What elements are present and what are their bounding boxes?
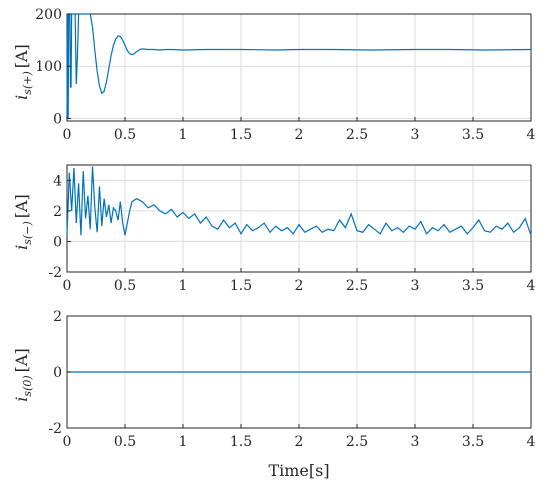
y-tick-label: 0 (53, 111, 62, 127)
x-tick-label: 2 (295, 434, 304, 450)
x-tick-label: 0 (63, 127, 72, 143)
x-tick-label: 2.5 (346, 278, 368, 294)
panel-3: 20-2 0 0.5 1 1.5 2 2.5 3 3.5 4 is(0)[A] Time[s] (12, 309, 536, 480)
x-tick-label: 0.5 (114, 127, 136, 143)
y-tick-label: 4 (53, 173, 62, 189)
y-tick-label: 100 (35, 59, 62, 75)
panel-1-series-line (66, 13, 532, 119)
x-tick-label: 0 (63, 434, 72, 450)
x-tick-label: 1 (179, 127, 188, 143)
y-tick-label: 200 (35, 7, 62, 23)
y-tick-label: -2 (48, 421, 62, 437)
x-tick-label: 2 (295, 127, 304, 143)
panel-1-x-grid (66, 14, 532, 121)
x-tick-label: 0.5 (114, 434, 136, 450)
x-tick-label: 3 (411, 434, 420, 450)
x-tick-label: 3.5 (462, 434, 484, 450)
panel-2-y-tick-labels: 4 2 0 -2 (48, 173, 71, 281)
panel-3-y-axis-label: is(0)[A] (12, 348, 34, 401)
x-tick-label: 4 (527, 278, 536, 294)
x-tick-label: 1.5 (230, 127, 252, 143)
x-tick-label: 1.5 (230, 434, 252, 450)
panel-1-y-tick-labels: 200 100 0 (35, 7, 71, 127)
panel-2: 420-2 0 0.5 1 1.5 2 2.5 3 3.5 4 is(−)[A] (12, 164, 536, 294)
x-tick-label: 3.5 (462, 278, 484, 294)
panel-2-y-axis-label: is(−)[A] (12, 194, 34, 250)
y-tick-label: 2 (53, 309, 62, 325)
panel-3-y-tick-labels: 2 0 -2 (48, 309, 71, 437)
panel-1-y-axis-label: is(+)[A] (12, 44, 34, 100)
panel-1-x-tick-labels: 0 0.5 1 1.5 2 2.5 3 3.5 4 (63, 117, 536, 143)
x-axis-label: Time[s] (268, 461, 329, 480)
y-tick-label: 0 (53, 234, 62, 250)
x-tick-label: 2.5 (346, 127, 368, 143)
x-tick-label: 3.5 (462, 127, 484, 143)
panel-3-x-tick-labels: 0 0.5 1 1.5 2 2.5 3 3.5 4 (63, 424, 536, 450)
panel-2-x-grid (66, 165, 532, 272)
x-tick-label: 3 (411, 278, 420, 294)
x-tick-label: 1.5 (230, 278, 252, 294)
x-tick-label: 1 (179, 278, 188, 294)
y-tick-label: 2 (53, 204, 62, 220)
x-tick-label: 4 (527, 127, 536, 143)
x-tick-label: 3 (411, 127, 420, 143)
panel-2-series-line (66, 166, 532, 236)
x-tick-label: 2.5 (346, 434, 368, 450)
panel-1: 200 100 0 0 0.5 1 1.5 2 2.5 3 3.5 4 is(+)[A] (12, 7, 536, 143)
x-tick-label: 2 (295, 278, 304, 294)
y-tick-label: -2 (48, 265, 62, 281)
x-tick-label: 0.5 (114, 278, 136, 294)
x-tick-label: 0 (63, 278, 72, 294)
y-tick-label: 0 (53, 365, 62, 381)
x-tick-label: 4 (527, 434, 536, 450)
panel-2-x-tick-labels: 0 0.5 1 1.5 2 2.5 3 3.5 4 (63, 268, 536, 294)
x-tick-label: 1 (179, 434, 188, 450)
